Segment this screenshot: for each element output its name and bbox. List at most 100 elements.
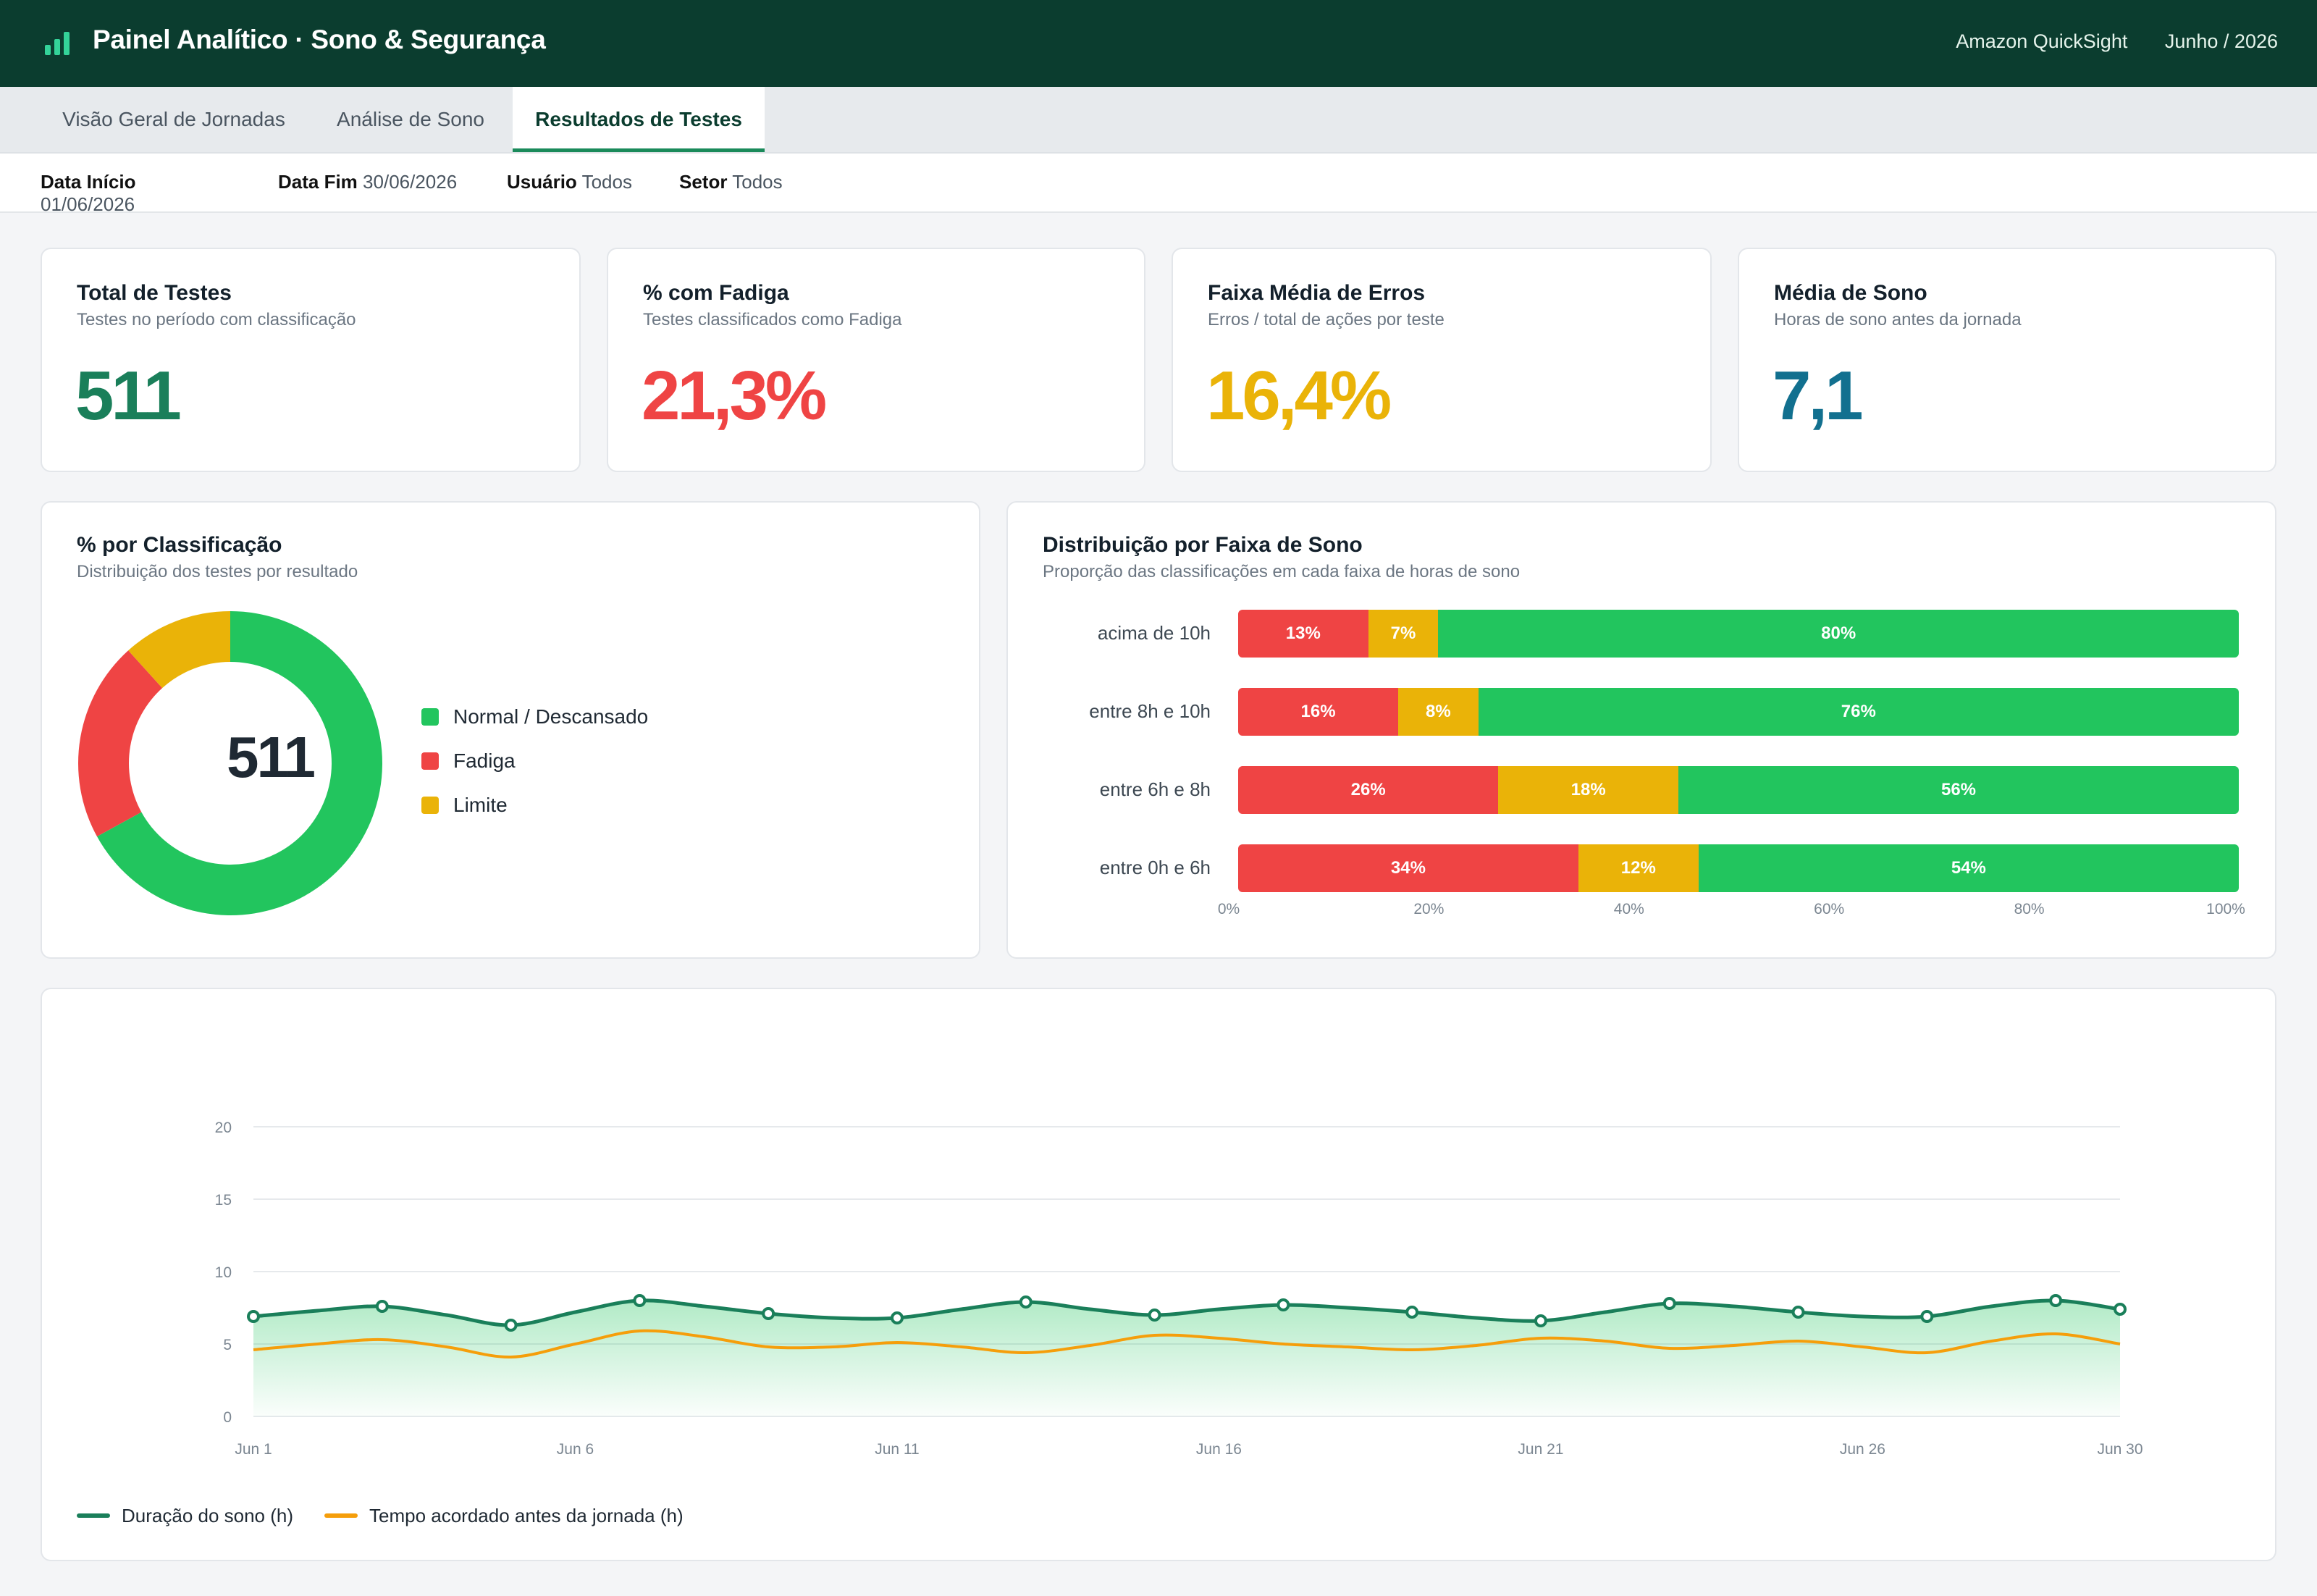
kpi-card-media-sono: Média de Sono Horas de sono antes da jor… bbox=[1738, 248, 2276, 472]
kpi-card-total-testes: Total de Testes Testes no período com cl… bbox=[41, 248, 581, 472]
kpi-value: 21,3% bbox=[642, 357, 827, 434]
legend-label: Duração do sono (h) bbox=[122, 1505, 294, 1526]
sleep-point[interactable] bbox=[2114, 1303, 2127, 1316]
top-bar: Painel Analítico · Sono & Segurança Amaz… bbox=[0, 0, 2317, 87]
tab-analise-sono[interactable]: Análise de Sono bbox=[337, 108, 484, 130]
bar-segment-fadiga[interactable]: 34% bbox=[1238, 844, 1578, 892]
kpi-subtitle: Horas de sono antes da jornada bbox=[1774, 310, 2022, 329]
tab-visao-geral[interactable]: Visão Geral de Jornadas bbox=[62, 108, 285, 130]
kpi-title: % com Fadiga bbox=[643, 281, 789, 305]
stacked-bar[interactable]: 26% 18% 56% bbox=[1238, 766, 2239, 814]
sleep-point[interactable] bbox=[1019, 1295, 1033, 1309]
donut-slice[interactable] bbox=[128, 611, 230, 689]
line-chart: 0 5 10 15 20 Jun 1 Jun 6 Jun 11 Jun 16 Jun 21 Jun … bbox=[215, 1120, 2143, 1458]
filter-start-value: 01/06/2026 bbox=[41, 193, 135, 215]
legend-swatch bbox=[421, 708, 439, 726]
bar-category-label: entre 0h e 6h bbox=[1099, 857, 1211, 878]
sleep-point[interactable] bbox=[890, 1311, 904, 1324]
donut-slice[interactable] bbox=[78, 650, 163, 837]
sleep-point[interactable] bbox=[247, 1310, 260, 1323]
kpi-subtitle: Testes no período com classificação bbox=[77, 310, 356, 329]
sleep-band-panel: Distribuição por Faixa de Sono Proporção… bbox=[1006, 501, 2276, 959]
awake-line[interactable] bbox=[253, 1329, 2121, 1359]
bar-segment-normal[interactable]: 56% bbox=[1678, 766, 2239, 814]
y-tick-label: 15 bbox=[215, 1192, 232, 1209]
bar-axis-tick: 80% bbox=[2014, 901, 2045, 917]
sleep-point[interactable] bbox=[1277, 1298, 1290, 1311]
x-tick-label: Jun 16 bbox=[1196, 1441, 1242, 1458]
kpi-value: 7,1 bbox=[1773, 357, 1863, 434]
bar-segment-limite[interactable]: 18% bbox=[1498, 766, 1679, 814]
x-tick-label: Jun 11 bbox=[875, 1441, 920, 1458]
bar-segment-limite[interactable]: 7% bbox=[1368, 610, 1439, 658]
legend-swatch bbox=[421, 797, 439, 814]
sleep-point[interactable] bbox=[1405, 1306, 1419, 1319]
y-tick-label: 20 bbox=[215, 1120, 232, 1136]
legend-label: Normal / Descansado bbox=[453, 705, 649, 728]
legend-swatch bbox=[77, 1513, 110, 1518]
kpi-card-erros: Faixa Média de Erros Erros / total de aç… bbox=[1172, 248, 1712, 472]
period-label: Junho / 2026 bbox=[2164, 30, 2278, 52]
panel-title: % por Classificação bbox=[77, 533, 282, 557]
donut-slice[interactable] bbox=[96, 611, 382, 915]
filter-user-label: Usuário bbox=[507, 171, 577, 193]
sleep-point[interactable] bbox=[375, 1300, 389, 1313]
filter-user[interactable]: Usuário Todos bbox=[507, 171, 632, 193]
tab-resultados-testes[interactable]: Resultados de Testes bbox=[513, 87, 765, 152]
sleep-point[interactable] bbox=[2049, 1294, 2063, 1307]
bar-segment-normal[interactable]: 80% bbox=[1438, 610, 2239, 658]
legend-item-normal: Normal / Descansado bbox=[421, 705, 648, 728]
bar-segment-normal[interactable]: 54% bbox=[1698, 844, 2239, 892]
legend-label: Limite bbox=[453, 794, 508, 816]
sleep-area bbox=[253, 1300, 2120, 1416]
filter-sector-label: Setor bbox=[679, 171, 728, 193]
donut-center-value: 511 bbox=[226, 725, 316, 789]
bar-segment-limite[interactable]: 8% bbox=[1398, 688, 1479, 736]
bar-segment-fadiga[interactable]: 13% bbox=[1238, 610, 1368, 658]
legend-item-fadiga: Fadiga bbox=[421, 749, 516, 773]
x-tick-label: Jun 6 bbox=[557, 1441, 594, 1458]
bar-axis-tick: 60% bbox=[1814, 901, 1845, 917]
sleep-point[interactable] bbox=[504, 1319, 518, 1332]
legend-label: Fadiga bbox=[453, 749, 516, 772]
sleep-point[interactable] bbox=[1662, 1297, 1676, 1310]
kpi-subtitle: Testes classificados como Fadiga bbox=[643, 310, 902, 329]
panel-subtitle: Proporção das classificações em cada fai… bbox=[1043, 562, 1521, 581]
bar-chart-icon bbox=[45, 32, 71, 55]
sleep-point[interactable] bbox=[1791, 1306, 1805, 1319]
bar-category-label: entre 8h e 10h bbox=[1089, 700, 1211, 722]
legend-swatch bbox=[324, 1513, 358, 1518]
filter-end-label: Data Fim bbox=[278, 171, 358, 193]
legend-item-limite: Limite bbox=[421, 794, 508, 817]
stacked-bar[interactable]: 13% 7% 80% bbox=[1238, 610, 2239, 658]
x-tick-label: Jun 30 bbox=[2097, 1441, 2143, 1458]
bar-segment-normal[interactable]: 76% bbox=[1478, 688, 2239, 736]
bar-segment-limite[interactable]: 12% bbox=[1578, 844, 1699, 892]
classification-panel: % por Classificação Distribuição dos tes… bbox=[41, 501, 980, 959]
kpi-subtitle: Erros / total de ações por teste bbox=[1208, 310, 1445, 329]
stacked-bar[interactable]: 16% 8% 76% bbox=[1238, 688, 2239, 736]
bar-segment-fadiga[interactable]: 26% bbox=[1238, 766, 1499, 814]
filter-start-date[interactable]: Data Início 01/06/2026 bbox=[41, 171, 135, 216]
sleep-point[interactable] bbox=[1534, 1314, 1547, 1327]
kpi-title: Total de Testes bbox=[77, 281, 232, 305]
sleep-point[interactable] bbox=[1920, 1310, 1934, 1323]
filter-end-value: 30/06/2026 bbox=[363, 171, 458, 193]
stacked-bar[interactable]: 34% 12% 54% bbox=[1238, 844, 2239, 892]
kpi-title: Média de Sono bbox=[1774, 281, 1927, 305]
line-legend-awake: Tempo acordado antes da jornada (h) bbox=[324, 1505, 684, 1527]
sleep-point[interactable] bbox=[1148, 1309, 1161, 1322]
sleep-point[interactable] bbox=[762, 1307, 775, 1320]
sleep-point[interactable] bbox=[633, 1294, 647, 1307]
platform-label: Amazon QuickSight bbox=[1956, 30, 2128, 52]
trend-panel: 0 5 10 15 20 Jun 1 Jun 6 Jun 11 Jun 16 Jun 21 Jun … bbox=[41, 988, 2276, 1561]
bar-axis-tick: 0% bbox=[1217, 901, 1240, 917]
filter-end-date[interactable]: Data Fim 30/06/2026 bbox=[278, 171, 457, 193]
filter-sector[interactable]: Setor Todos bbox=[679, 171, 783, 193]
bar-segment-fadiga[interactable]: 16% bbox=[1238, 688, 1399, 736]
kpi-value: 16,4% bbox=[1206, 357, 1392, 434]
x-tick-label: Jun 21 bbox=[1518, 1441, 1563, 1458]
y-tick-label: 5 bbox=[223, 1337, 232, 1353]
bar-axis-tick: 20% bbox=[1413, 901, 1445, 917]
bar-axis-tick: 100% bbox=[2206, 901, 2245, 917]
